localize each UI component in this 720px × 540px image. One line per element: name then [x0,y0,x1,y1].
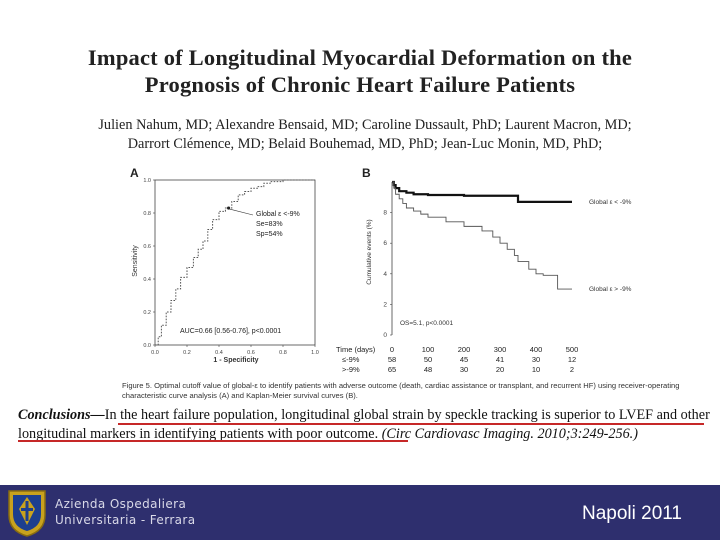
risk-table-time: 400 [530,345,543,354]
red-underline-2 [18,440,408,442]
km-y-tick-label: 2 [383,301,387,308]
risk-table-time: 0 [390,345,394,354]
roc-plot-frame [154,179,316,346]
risk-table-time: 500 [566,345,579,354]
km-y-tick-label: 0 [383,332,387,339]
roc-x-axis-label: 1 - Specificity [213,357,258,364]
authors-line-2: Darrort Clémence, MD; Belaid Bouhemad, M… [127,136,603,152]
conclusion-label: Conclusions— [18,407,105,423]
roc-auc-annotation: AUC=0.66 [0.56-0.76], p<0.0001 [180,328,281,335]
roc-cutoff-annotation: Global ε <-9% [256,211,300,218]
slide-title-line-2: Prognosis of Chronic Heart Failure Patie… [144,72,576,97]
km-series-good [392,180,572,203]
hospital-crest-icon [8,490,46,537]
conclusion-paragraph: Conclusions—In the heart failure populat… [18,406,718,444]
km-y-tick-label: 8 [383,210,387,217]
roc-cutoff-pointer [229,208,254,216]
roc-x-tick-label: 1.0 [311,350,319,356]
risk-table-value: 48 [424,365,432,374]
roc-cutoff-annotation: Sp=54% [256,231,283,238]
footer-bar: Azienda Ospedaliera Universitaria - Ferr… [0,485,720,540]
roc-y-axis-label: Sensitivity [132,245,139,277]
risk-table-time: 200 [458,345,471,354]
km-y-tick-label: 4 [383,271,387,278]
slide-title-line-1: Impact of Longitudinal Myocardial Deform… [87,45,633,70]
roc-y-tick-label: 0.0 [143,343,151,349]
risk-table-value: 30 [460,365,468,374]
roc-y-tick-label: 1.0 [143,178,151,184]
roc-y-tick-label: 0.8 [143,211,151,217]
institution-name: Azienda Ospedaliera Universitaria - Ferr… [55,496,196,528]
red-underline-1 [118,423,704,425]
risk-table-time: 100 [422,345,435,354]
roc-x-tick-label: 0.6 [247,350,255,356]
citation: (Circ Cardiovasc Imaging. 2010;3:249-256… [381,426,638,442]
figure-caption: Figure 5. Optimal cutoff value of global… [122,381,680,400]
km-series-poor [392,181,572,290]
risk-table-value: 50 [424,355,432,364]
slide-title: Impact of Longitudinal Myocardial Deform… [0,44,720,98]
km-series-label: Global ε < -9% [589,199,632,206]
panel-a-label: A [130,166,139,180]
roc-x-tick-label: 0.0 [151,350,159,356]
risk-table-value: 41 [496,355,504,364]
figure-5: A B Sensitivity 1 - Specificity Cumulati… [130,166,632,374]
roc-y-tick-label: 0.4 [143,277,151,283]
conclusion-text: In the heart failure population, longitu… [18,407,710,442]
risk-table-value: 45 [460,355,468,364]
risk-table-value: 30 [532,355,540,364]
risk-table-value: 65 [388,365,396,374]
roc-curve [155,179,315,346]
risk-table-value: 2 [570,365,574,374]
institution-line-2: Universitaria - Ferrara [55,513,196,527]
panel-b-label: B [362,166,371,180]
authors: Julien Nahum, MD; Alexandre Bensaid, MD;… [40,116,690,154]
risk-table-value: 10 [532,365,540,374]
km-series-label: Global ε > -9% [589,286,632,293]
risk-table-value: 20 [496,365,504,374]
roc-cutoff-point [227,206,231,210]
roc-x-tick-label: 0.2 [183,350,191,356]
risk-table-value: 58 [388,355,396,364]
risk-table-time: 300 [494,345,507,354]
roc-x-tick-label: 0.4 [215,350,223,356]
roc-x-tick-label: 0.8 [279,350,287,356]
authors-line-1: Julien Nahum, MD; Alexandre Bensaid, MD;… [98,117,632,133]
risk-table: Time (days) 0 100 200 300 400 500 ≤-9% 58 50 45 41 3… [336,345,578,374]
risk-table-row-label: ≤-9% [342,355,360,364]
risk-table-value: 12 [568,355,576,364]
km-chart: 0 2 4 6 8 Global ε < -9% Global ε > -9% OS=5.1,… [383,180,632,339]
km-y-axis-label: Cumulative events (%) [366,219,373,284]
place-year: Napoli 2011 [581,503,682,524]
km-y-tick-label: 6 [383,240,387,247]
roc-y-tick-label: 0.6 [143,244,151,250]
risk-table-header: Time (days) [336,345,376,354]
roc-chart: 0.0 0.2 0.4 0.6 0.8 1.0 0.0 0.2 0.4 0.6 0.8 1.0 Glob… [143,178,318,356]
institution-line-1: Azienda Ospedaliera [55,497,187,511]
risk-table-row-label: >-9% [342,365,360,374]
roc-y-tick-label: 0.2 [143,310,151,316]
roc-cutoff-annotation: Se=83% [256,221,283,228]
km-logrank-annotation: OS=5.1, p<0.0001 [400,320,454,327]
